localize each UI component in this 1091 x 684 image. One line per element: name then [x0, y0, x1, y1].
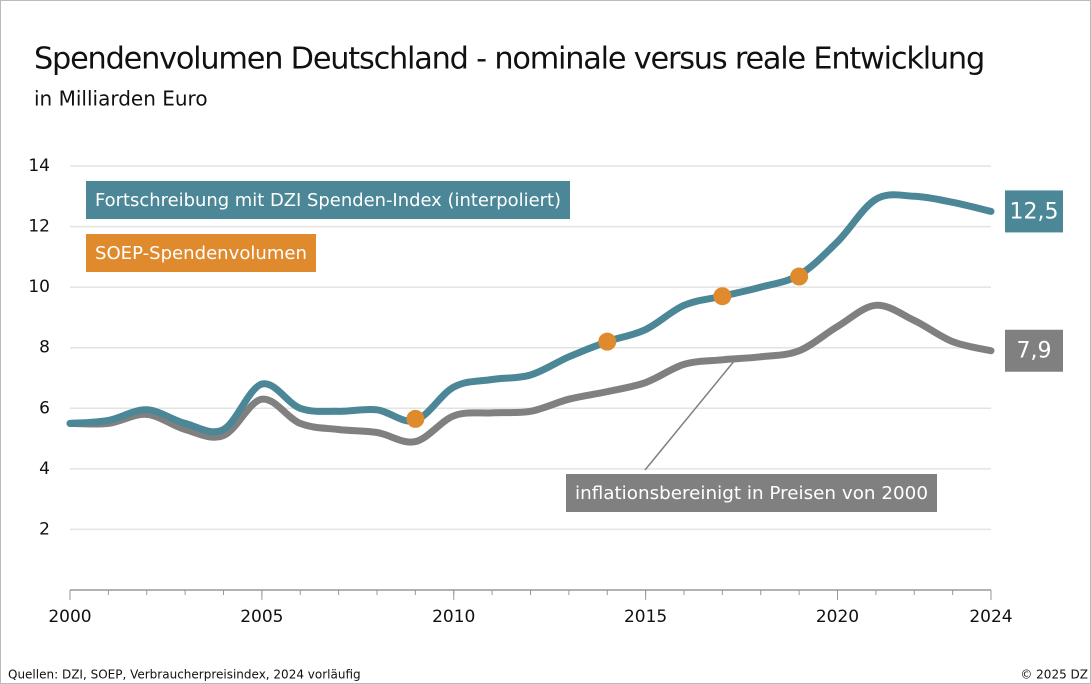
- x-tick-label: 2015: [624, 607, 667, 627]
- legend-box: [566, 474, 937, 512]
- legend-label: Fortschreibung mit DZI Spenden-Index (in…: [95, 190, 561, 211]
- x-tick-label: 2010: [432, 607, 475, 627]
- x-tick-label: 2024: [969, 607, 1012, 627]
- legend-label: inflationsbereinigt in Preisen von 2000: [575, 483, 928, 504]
- x-tick-label: 2005: [240, 607, 283, 627]
- end-label: 7,9: [1017, 339, 1052, 364]
- y-tick-label: 4: [39, 459, 50, 479]
- end-label-box: [1005, 329, 1063, 372]
- point: [790, 267, 809, 286]
- legend-label: SOEP-Spendenvolumen: [95, 243, 307, 264]
- line: [66, 191, 995, 436]
- point: [598, 332, 617, 351]
- end-label-box: [1005, 190, 1063, 233]
- y-tick-label: 10: [28, 277, 50, 297]
- leader-line: [644, 359, 736, 471]
- line: [66, 301, 995, 446]
- point: [713, 287, 732, 306]
- y-tick-label: 12: [28, 217, 50, 237]
- x-tick-label: 2020: [816, 607, 859, 627]
- legend-box: [86, 234, 316, 272]
- chart-title: Spendenvolumen Deutschland - nominale ve…: [34, 42, 984, 77]
- copyright: © 2025 DZ: [1020, 668, 1088, 682]
- point: [406, 409, 425, 428]
- x-tick-label: 2000: [48, 607, 91, 627]
- y-tick-label: 2: [39, 519, 50, 539]
- y-tick-label: 8: [39, 338, 50, 358]
- chart-subtitle: in Milliarden Euro: [34, 87, 208, 111]
- source: Quellen: DZI, SOEP, Verbraucherpreisinde…: [8, 668, 361, 682]
- end-label: 12,5: [1010, 199, 1059, 224]
- legend-box: [86, 181, 570, 219]
- y-tick-label: 6: [39, 398, 50, 418]
- y-tick-label: 14: [28, 156, 50, 176]
